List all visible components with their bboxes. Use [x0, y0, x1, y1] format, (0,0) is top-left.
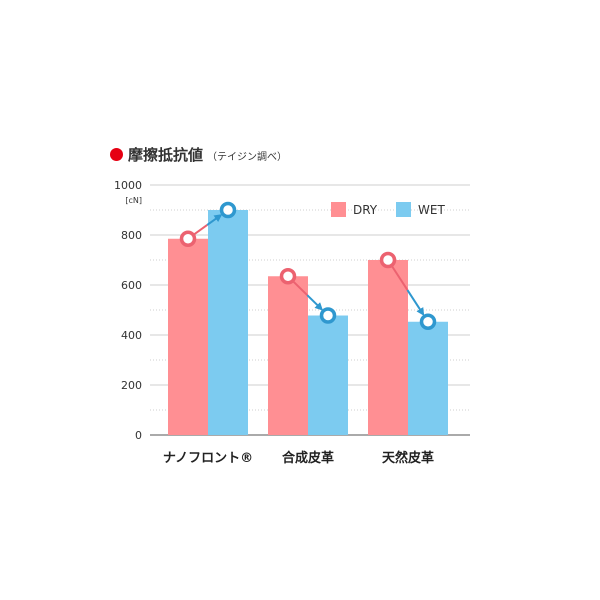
point-marker-dry	[279, 268, 297, 285]
chart-title-main: 摩擦抵抗値	[128, 146, 204, 164]
legend-swatch-wet	[396, 202, 411, 217]
trend-arrow-segment	[292, 280, 308, 296]
y-tick-label: 1000	[114, 179, 142, 192]
trend-arrow	[306, 294, 324, 311]
category-label: ナノフロント®	[163, 451, 253, 466]
category-label: 天然皮革	[382, 450, 434, 466]
point-marker-wet	[419, 313, 437, 330]
chart-title-sub: （テイジン調べ）	[207, 152, 288, 163]
legend: DRY WET	[331, 202, 445, 217]
trend-arrow-segment	[193, 224, 208, 236]
y-tick-label: 200	[121, 379, 142, 392]
arrow-layer	[193, 214, 425, 316]
y-tick-label: 600	[121, 279, 142, 292]
bar-wet	[208, 210, 248, 435]
marker-layer	[179, 201, 437, 330]
point-marker-wet	[319, 307, 337, 324]
legend-label-dry: DRY	[353, 203, 378, 217]
y-tick-label: 400	[121, 329, 142, 342]
y-tick-label: 0	[135, 429, 142, 442]
bar-dry	[168, 238, 208, 435]
bar-dry	[368, 260, 408, 435]
point-marker-wet	[219, 201, 237, 219]
point-marker-dry	[179, 230, 197, 247]
legend-swatch-dry	[331, 202, 346, 217]
trend-arrow-segment	[390, 265, 409, 291]
trend-arrow	[206, 214, 223, 226]
legend-label-wet: WET	[418, 203, 445, 217]
title-bullet	[110, 148, 123, 161]
y-unit-label: [cN]	[125, 196, 142, 205]
point-marker-dry	[379, 251, 397, 269]
bar-dry	[268, 276, 308, 435]
bar-wet	[308, 315, 348, 435]
category-label: 合成皮革	[282, 450, 334, 466]
y-tick-label: 800	[121, 229, 142, 242]
chart-title: 摩擦抵抗値 （テイジン調べ）	[128, 145, 287, 168]
bar-layer	[168, 210, 448, 435]
trend-arrow	[406, 289, 425, 316]
label-layer: 0 200 400 600 800 1000 [cN] ナノフロント® 合成皮革 天然皮革	[114, 179, 434, 466]
bar-wet	[408, 321, 448, 435]
